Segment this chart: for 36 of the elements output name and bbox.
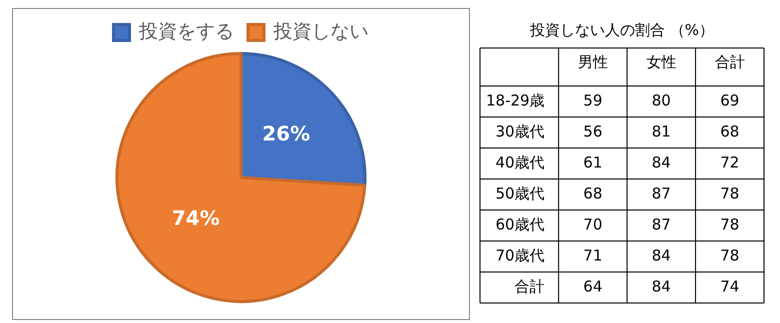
y-tick-label: 合計 [514, 277, 545, 296]
data-label: 68 [583, 184, 602, 202]
data-label: 87 [652, 184, 671, 202]
data-label: 78 [720, 246, 740, 264]
legend-label: 投資しない [272, 20, 368, 42]
data-label: 74 [720, 277, 740, 296]
data-label: 81 [652, 122, 671, 140]
data-label: 61 [583, 153, 602, 172]
data-label: 70 [583, 215, 602, 234]
data-label: 59 [583, 91, 602, 110]
data-label: 69 [720, 91, 740, 110]
data-label: 64 [583, 277, 602, 296]
data-label: 26% [262, 121, 310, 146]
data-label: 74% [172, 206, 220, 230]
data-label: 84 [652, 277, 671, 296]
data-label: 80 [652, 91, 671, 110]
data-label: 84 [652, 246, 671, 264]
legend-label: 投資をする [138, 20, 234, 42]
data-label: 68 [720, 122, 740, 140]
x-tick-label: 女性 [646, 52, 676, 71]
y-tick-label: 50歳代 [495, 184, 545, 202]
data-label: 87 [652, 215, 671, 234]
data-label: 78 [720, 215, 740, 234]
y-tick-label: 60歳代 [495, 215, 545, 234]
y-tick-label: 18-29歳 [486, 91, 545, 110]
y-tick-label: 70歳代 [495, 246, 545, 264]
y-tick-label: 30歳代 [495, 122, 545, 140]
data-label: 72 [720, 153, 740, 172]
y-tick-label: 40歳代 [495, 153, 545, 172]
x-tick-label: 合計 [714, 52, 745, 71]
data-label: 71 [583, 246, 602, 264]
data-label: 56 [583, 122, 602, 140]
x-tick-label: 男性 [578, 52, 608, 71]
chart-title: 投資しない人の割合 （%） [528, 20, 714, 39]
data-label: 84 [652, 153, 671, 172]
data-label: 78 [720, 184, 740, 202]
